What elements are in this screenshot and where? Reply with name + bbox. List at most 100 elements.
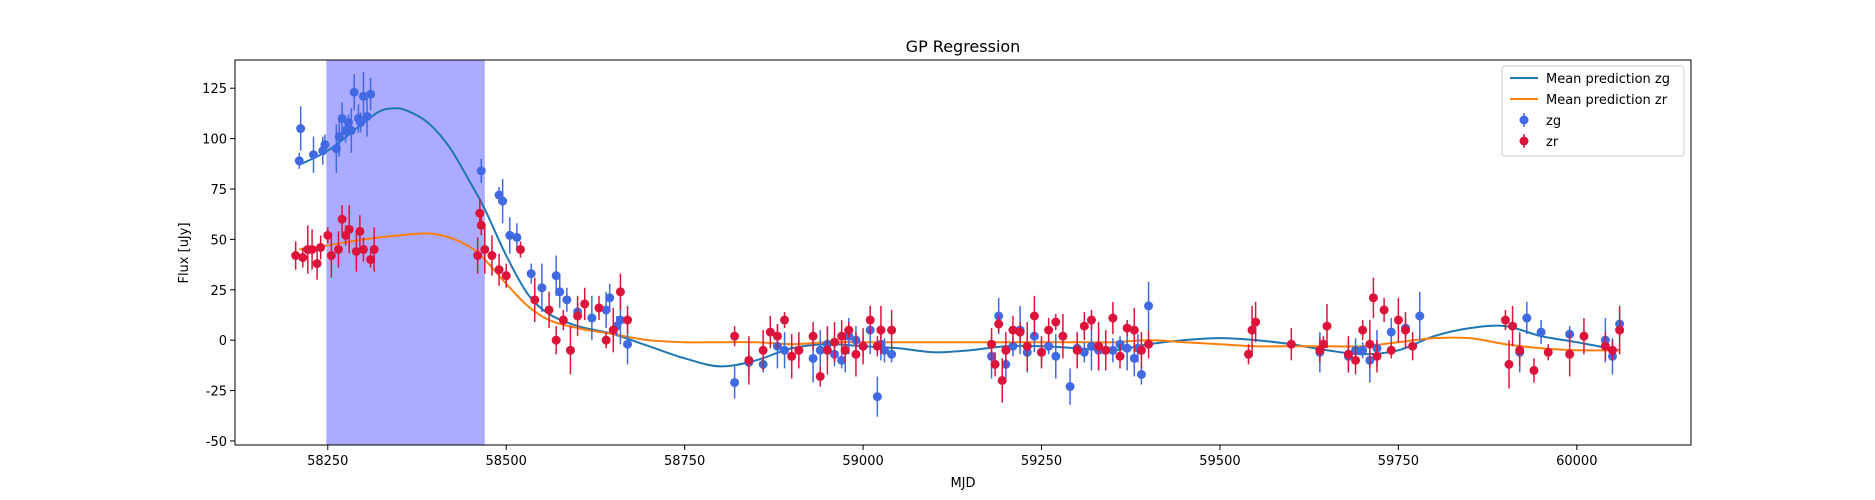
point-zr	[822, 326, 832, 375]
point-zr	[730, 326, 740, 347]
point-zr	[1579, 318, 1589, 355]
point-zr	[1500, 309, 1510, 331]
x-tick-label: 59500	[1199, 454, 1240, 469]
point-zr	[1022, 322, 1032, 371]
point-zr	[1086, 309, 1096, 331]
point-zr	[851, 332, 861, 377]
point-zr	[601, 332, 611, 349]
plot-frame	[234, 59, 1692, 446]
point-zg	[1108, 338, 1118, 363]
x-tick-label: 59000	[842, 454, 883, 469]
point-zr	[1286, 328, 1296, 361]
point-zr	[1368, 277, 1378, 319]
legend-label-zr: zr	[1546, 135, 1559, 150]
line-zg	[298, 107, 1620, 368]
y-tick-label: -50	[206, 435, 227, 450]
point-zg	[537, 263, 547, 312]
point-zr	[358, 237, 368, 262]
point-zr	[544, 291, 554, 329]
x-tick-label: 59750	[1378, 454, 1419, 469]
y-axis-label: Flux [uJy]	[177, 222, 192, 283]
point-zr	[1543, 344, 1553, 361]
point-zr	[1079, 311, 1089, 341]
point-zr	[1251, 301, 1261, 343]
point-zg	[1079, 342, 1089, 363]
point-zr	[316, 235, 326, 260]
point-zg	[358, 72, 368, 121]
legend-label-zg: zg	[1546, 114, 1561, 129]
point-zr	[291, 241, 301, 270]
legend-box	[1501, 65, 1685, 157]
point-zr	[494, 253, 504, 286]
point-zg	[815, 330, 825, 371]
chart-title: GP Regression	[906, 37, 1021, 56]
point-zr	[1408, 332, 1418, 361]
x-tick-label: 59250	[1021, 454, 1062, 469]
point-zg	[476, 158, 486, 183]
point-zr	[333, 231, 343, 268]
legend-label-zg-line: Mean prediction zg	[1546, 72, 1670, 87]
prediction-lines-layer	[298, 107, 1620, 368]
y-tick-label: 50	[210, 233, 227, 248]
point-zr	[1136, 332, 1146, 369]
point-zr	[355, 215, 365, 248]
point-zr	[765, 315, 775, 349]
point-zr	[565, 326, 575, 375]
x-tick-label: 60000	[1556, 454, 1597, 469]
point-zg	[837, 352, 847, 369]
legend-swatch-zr	[1519, 134, 1529, 148]
y-tick-label: 0	[219, 334, 227, 349]
point-zr	[1318, 336, 1328, 353]
point-zr	[876, 305, 886, 355]
legend-label-zr-line: Mean prediction zr	[1546, 93, 1668, 108]
point-zg	[605, 283, 615, 312]
point-zr	[858, 328, 868, 365]
point-zr	[530, 277, 540, 323]
point-zr	[515, 241, 525, 258]
point-zr	[623, 305, 633, 335]
point-zr	[772, 324, 782, 349]
x-tick-label: 58750	[664, 454, 705, 469]
point-zg	[349, 74, 359, 111]
point-zr	[744, 336, 754, 385]
point-zr	[1401, 311, 1411, 349]
point-zr	[344, 205, 354, 254]
point-zr	[307, 229, 317, 270]
point-zg	[526, 263, 536, 284]
point-zr	[994, 315, 1004, 333]
point-zr	[1247, 305, 1257, 355]
point-zr	[780, 311, 790, 329]
point-zr	[997, 358, 1007, 403]
point-zg	[1415, 291, 1425, 341]
point-zr	[323, 227, 333, 244]
point-zr	[815, 366, 825, 387]
point-zr	[1351, 346, 1361, 375]
shaded-region-layer	[326, 60, 485, 445]
point-zr	[298, 247, 308, 268]
y-axis-ticks: -50 -25 0 25 50 75 100 125	[202, 82, 235, 450]
point-zr	[1001, 332, 1011, 369]
point-zg	[1386, 318, 1396, 347]
point-zr	[990, 352, 1000, 377]
point-zg	[1065, 368, 1075, 405]
point-zr	[872, 336, 882, 357]
point-zg	[780, 332, 790, 369]
point-zr	[573, 295, 583, 337]
point-zr	[594, 295, 604, 321]
point-zr	[887, 309, 897, 351]
point-zr	[830, 322, 840, 363]
point-zr	[1565, 332, 1575, 377]
y-tick-label: -25	[206, 385, 227, 400]
point-zr	[1044, 318, 1054, 343]
point-zg	[562, 287, 572, 312]
point-zr	[1058, 313, 1068, 359]
point-zr	[551, 326, 561, 355]
y-tick-label: 25	[210, 284, 227, 299]
legend-swatch-zg	[1519, 113, 1529, 127]
point-zg	[505, 217, 515, 254]
point-zr	[1029, 295, 1039, 337]
point-zr	[1365, 320, 1375, 369]
point-zr	[1600, 332, 1610, 361]
point-zr	[808, 322, 818, 351]
data-points-layer	[291, 72, 1625, 417]
